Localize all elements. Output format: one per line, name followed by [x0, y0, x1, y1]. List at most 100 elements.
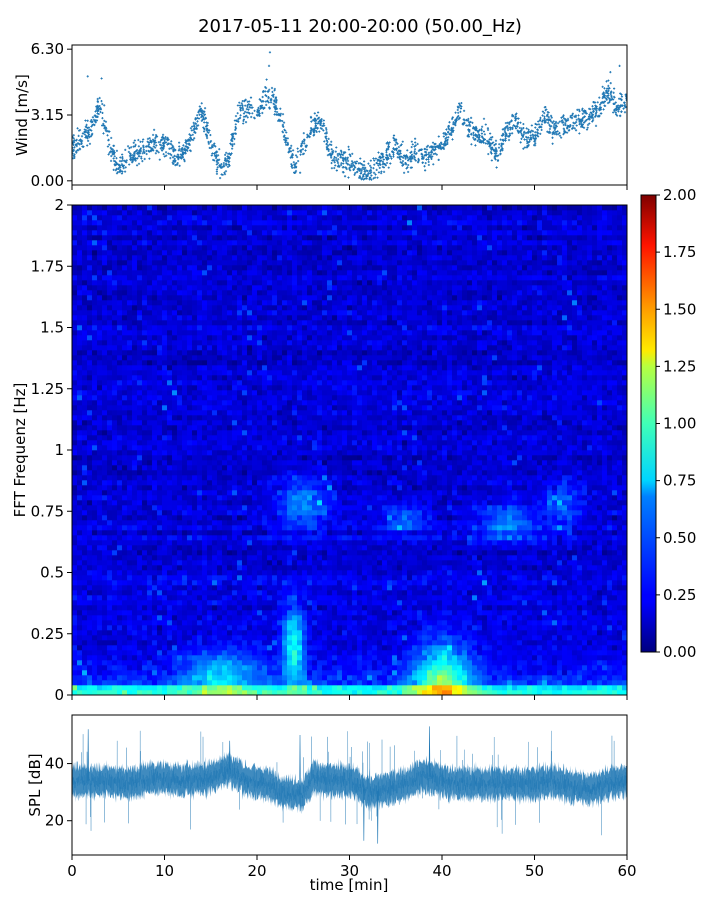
spectrogram-cell: [602, 675, 608, 681]
spectrogram-cell: [72, 505, 78, 511]
spectrogram-cell: [177, 605, 183, 611]
spectrogram-cell: [272, 535, 278, 541]
spectrogram-cell: [397, 565, 403, 571]
spectrogram-cell: [122, 475, 128, 481]
spectrogram-cell: [287, 560, 293, 566]
spectrogram-cell: [367, 595, 373, 601]
spectrogram-cell: [357, 535, 363, 541]
spectrogram-cell: [482, 665, 488, 671]
spectrogram-cell: [612, 645, 618, 651]
spectrogram-cell: [212, 505, 218, 511]
spectrogram-cell: [137, 635, 143, 641]
spectrogram-cell: [182, 605, 188, 611]
spectrogram-cell: [447, 630, 453, 636]
spectrogram-cell: [267, 585, 273, 591]
spectrogram-cell: [152, 470, 158, 476]
spectrogram-cell: [562, 480, 568, 486]
spectrogram-cell: [257, 590, 263, 596]
spectrogram-cell: [352, 550, 358, 556]
spectrogram-cell: [457, 555, 463, 561]
spectrogram-cell: [432, 510, 438, 516]
spectrogram-cell: [382, 600, 388, 606]
spectrogram-cell: [477, 500, 483, 506]
spectrogram-cell: [492, 495, 498, 501]
spectrogram-cell: [307, 560, 313, 566]
spectrogram-cell: [102, 615, 108, 621]
spectrogram-cell: [107, 520, 113, 526]
spectrogram-cell: [137, 595, 143, 601]
spectrogram-cell: [147, 545, 153, 551]
spectrogram-cell: [537, 615, 543, 621]
spectrogram-cell: [127, 550, 133, 556]
spectrogram-cell: [172, 660, 178, 666]
spectrogram-cell: [142, 525, 148, 531]
spectrogram-cell: [87, 520, 93, 526]
spectrogram-cell: [72, 510, 78, 516]
spectrogram-cell: [542, 680, 548, 686]
spectrogram-cell: [607, 645, 613, 651]
spectrogram-cell: [492, 600, 498, 606]
spectrogram-cell: [452, 575, 458, 581]
spectrogram-cell: [442, 670, 448, 676]
spectrogram-cell: [302, 590, 308, 596]
spectrogram-cell: [497, 475, 503, 481]
spectrogram-cell: [457, 590, 463, 596]
spectrogram-cell: [497, 680, 503, 686]
spectrogram-cell: [152, 615, 158, 621]
spectrogram-cell: [177, 510, 183, 516]
spectrogram-cell: [312, 515, 318, 521]
chart-title: 2017-05-11 20:00-20:00 (50.00_Hz): [198, 16, 522, 37]
spectrogram-cell: [152, 555, 158, 561]
spectrogram-cell: [557, 650, 563, 656]
spectrogram-cell: [282, 470, 288, 476]
spectrogram-cell: [77, 555, 83, 561]
spectrogram-cell: [427, 560, 433, 566]
spectrogram-cell: [242, 550, 248, 556]
spectrogram-cell: [222, 685, 228, 691]
spectrogram-cell: [72, 680, 78, 686]
spectrogram-cell: [262, 665, 268, 671]
spectrogram-cell: [307, 580, 313, 586]
spectrogram-cell: [437, 570, 443, 576]
spectrogram-cell: [337, 675, 343, 681]
spectrogram-cell: [207, 585, 213, 591]
spectrogram-cell: [292, 675, 298, 681]
spectrogram-cell: [132, 475, 138, 481]
spectrogram-cell: [207, 560, 213, 566]
spectrogram-cell: [262, 630, 268, 636]
spectrogram-cell: [487, 480, 493, 486]
spectrogram-cell: [337, 635, 343, 641]
spectrogram-cell: [257, 470, 263, 476]
spectrogram-cell: [577, 505, 583, 511]
spectrogram-cell: [367, 490, 373, 496]
spectrogram-cell: [257, 655, 263, 661]
spectrogram-cell: [112, 595, 118, 601]
spectrogram-cell: [77, 490, 83, 496]
spectrogram-cell: [282, 690, 288, 695]
spectrogram-cell: [507, 685, 513, 691]
spectrogram-cell: [387, 610, 393, 616]
spectrogram-cell: [537, 550, 543, 556]
spectrogram-cell: [307, 660, 313, 666]
spectrogram-cell: [107, 505, 113, 511]
spectrogram-cell: [397, 520, 403, 526]
spectrogram-cell: [272, 555, 278, 561]
spectrogram-cell: [522, 650, 528, 656]
spectrogram-cell: [382, 480, 388, 486]
spectrogram-cell: [102, 645, 108, 651]
spectrogram-cell: [457, 585, 463, 591]
spectrogram-cell: [92, 490, 98, 496]
spectrogram-cell: [72, 545, 78, 551]
spectrogram-cell: [342, 545, 348, 551]
spectrogram-cell: [582, 485, 588, 491]
spectrogram-cell: [572, 600, 578, 606]
spectrogram-cell: [562, 625, 568, 631]
spectrogram-cell: [197, 660, 203, 666]
spectrogram-cell: [337, 470, 343, 476]
spectrogram-cell: [202, 605, 208, 611]
spectrogram-cell: [622, 670, 627, 676]
spectrogram-cell: [447, 595, 453, 601]
spectrogram-cell: [112, 655, 118, 661]
spectrogram-cell: [597, 550, 603, 556]
spectrogram-cell: [307, 670, 313, 676]
